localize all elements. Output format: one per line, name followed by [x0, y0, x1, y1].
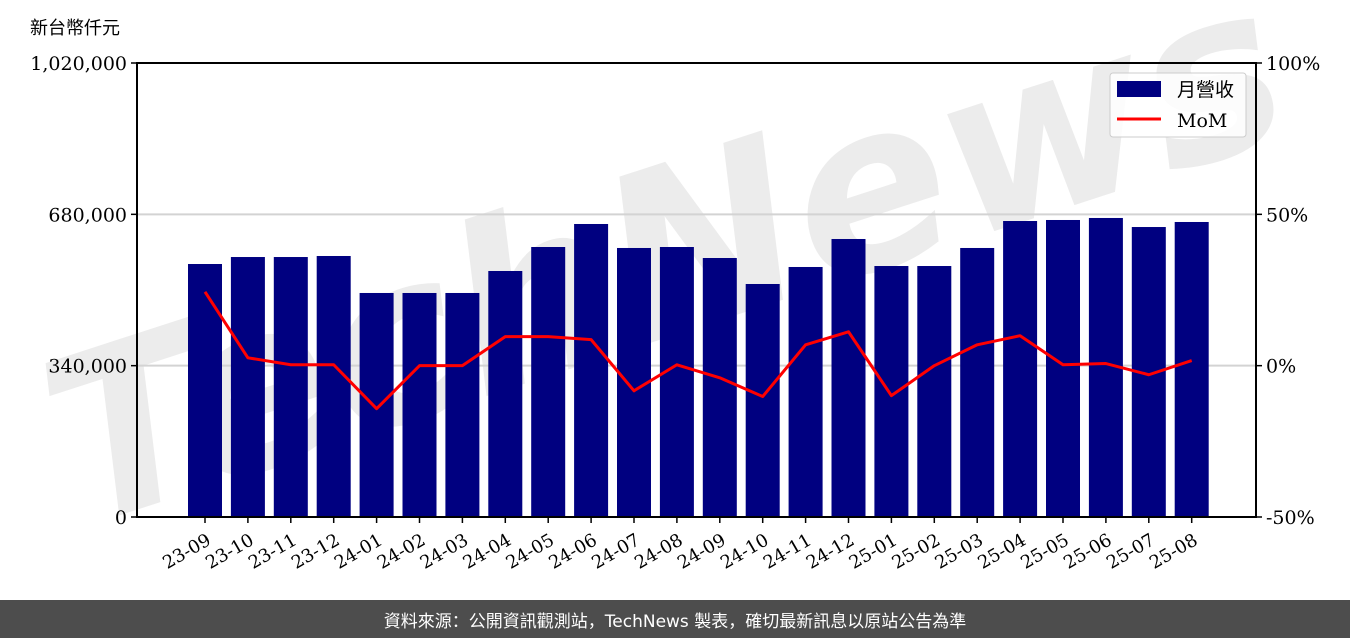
legend-label-mom: MoM — [1177, 110, 1227, 132]
x-tick-label: 24-10 — [717, 530, 772, 574]
bar-23-11 — [273, 257, 308, 517]
revenue-chart: TechNews0340,000680,0001,020,000-50%0%50… — [15, 0, 1320, 580]
mom-line — [203, 290, 1193, 411]
x-tick-label: 24-01 — [331, 530, 386, 574]
x-tick-label: 24-04 — [460, 530, 515, 574]
x-tick-label: 25-08 — [1146, 530, 1201, 574]
x-tick-label: 25-05 — [1017, 530, 1072, 574]
x-tick-label: 24-09 — [674, 530, 729, 574]
bar-25-03 — [960, 247, 995, 518]
bar-24-12 — [831, 238, 866, 517]
y2-tick-label: -50% — [1266, 507, 1315, 529]
y-tick-label: 1,020,000 — [30, 53, 127, 75]
legend-bar-swatch — [1117, 81, 1161, 97]
x-tick-label: 23-11 — [245, 530, 300, 574]
bar-24-01 — [359, 292, 394, 517]
x-tick-label: 24-05 — [502, 530, 557, 574]
x-tick-label: 24-02 — [374, 530, 429, 574]
x-tick-label: 24-12 — [803, 530, 858, 574]
bar-25-02 — [917, 266, 952, 517]
y-tick-label: 340,000 — [48, 356, 127, 378]
bar-25-08 — [1174, 221, 1209, 517]
y-axis-unit-label: 新台幣仟元 — [30, 18, 120, 39]
bar-23-12 — [316, 255, 351, 517]
x-tick-label: 24-07 — [588, 530, 643, 574]
bar-24-06 — [574, 223, 609, 518]
x-tick-label: 25-04 — [974, 530, 1029, 574]
x-tick-label: 25-01 — [846, 530, 901, 574]
bar-24-05 — [531, 247, 566, 517]
x-tick-label: 25-02 — [889, 530, 944, 574]
bar-24-11 — [788, 266, 823, 517]
x-tick-label: 25-03 — [931, 530, 986, 574]
y2-tick-label: 100% — [1266, 53, 1320, 75]
bar-23-09 — [188, 264, 222, 517]
y2-tick-label: 0% — [1266, 356, 1296, 378]
y2-tick-label: 50% — [1266, 204, 1308, 226]
plot-frame — [136, 62, 1257, 518]
x-tick-label: 25-07 — [1103, 530, 1158, 574]
bar-24-10 — [745, 283, 780, 517]
y-tick-label: 0 — [115, 507, 127, 529]
source-footer: 資料來源：公開資訊觀測站，TechNews 製表，確切最新訊息以原站公告為準 — [0, 600, 1350, 638]
bar-23-10 — [230, 257, 265, 517]
x-tick-label: 24-11 — [760, 530, 815, 574]
y-tick-label: 680,000 — [48, 204, 127, 226]
bar-24-08 — [659, 247, 694, 517]
x-tick-label: 23-12 — [288, 530, 343, 574]
bar-24-09 — [702, 257, 737, 517]
bar-25-04 — [1003, 221, 1038, 517]
legend-label-revenue: 月營收 — [1177, 79, 1234, 101]
x-tick-label: 24-08 — [631, 530, 686, 574]
x-tick-label: 25-06 — [1060, 530, 1115, 574]
x-tick-label: 24-06 — [545, 530, 600, 574]
x-tick-label: 24-03 — [417, 530, 472, 574]
bar-24-03 — [445, 292, 480, 517]
bar-24-04 — [488, 270, 523, 517]
bar-25-01 — [874, 266, 909, 517]
bar-24-02 — [402, 292, 437, 517]
bar-25-05 — [1046, 219, 1080, 517]
